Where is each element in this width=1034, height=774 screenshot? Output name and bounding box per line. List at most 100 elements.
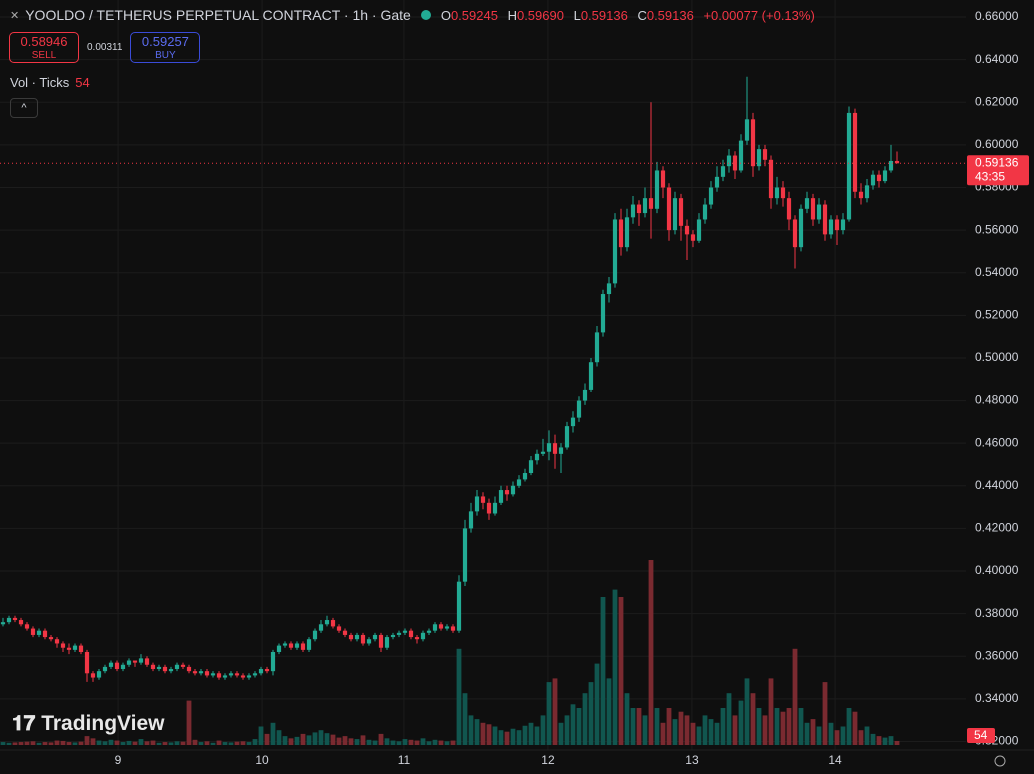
candle-body <box>840 219 846 231</box>
volume-bar <box>888 736 894 745</box>
candle-body <box>186 666 192 672</box>
volume-bar <box>78 741 84 745</box>
volume-bar <box>426 741 432 745</box>
candle-body <box>672 198 678 231</box>
volume-bar <box>678 711 684 745</box>
candle-body <box>660 170 666 188</box>
candle-body <box>888 160 894 171</box>
x-tick-label: 13 <box>685 753 699 767</box>
candle-body <box>762 149 768 160</box>
candle-body <box>312 630 318 640</box>
candle-body <box>876 174 882 182</box>
candle-body <box>168 669 174 672</box>
candle-body <box>786 198 792 220</box>
candle-body <box>126 660 132 665</box>
candle-body <box>444 626 450 629</box>
candle-body <box>408 630 414 638</box>
volume-bar <box>558 722 564 745</box>
candle-body <box>570 417 576 427</box>
y-tick-label: 0.34000 <box>975 691 1019 705</box>
candle-body <box>720 166 726 177</box>
symbol-icon: ✕ <box>10 9 20 22</box>
x-tick-label: 9 <box>115 753 122 767</box>
volume-bar <box>648 560 654 745</box>
volume-bar <box>594 663 600 745</box>
logo-mark: 𝟏𝟕 <box>12 712 42 735</box>
volume-bar <box>672 719 678 745</box>
volume-bar <box>510 728 516 745</box>
volume-value: 54 <box>75 75 90 90</box>
x-tick-label: 12 <box>541 753 555 767</box>
candle-body <box>372 634 378 640</box>
sell-label: SELL <box>31 50 57 61</box>
volume-bar <box>762 715 768 745</box>
candle-body <box>834 219 840 231</box>
candle-body <box>384 637 390 648</box>
candle-body <box>102 666 108 672</box>
ohlc: O0.59245 H0.59690 L0.59136 C0.59136 +0.0… <box>441 8 821 23</box>
volume-bar <box>120 742 126 745</box>
candle-body <box>402 630 408 633</box>
volume-bar <box>54 740 60 745</box>
volume-bar <box>324 733 330 745</box>
volume-bar <box>12 742 18 745</box>
volume-bar <box>114 740 120 745</box>
volume-bar <box>390 740 396 745</box>
candle-body <box>600 294 606 333</box>
collapse-button[interactable]: ^ <box>10 98 38 118</box>
candle-body <box>270 651 276 672</box>
candle-body <box>654 170 660 209</box>
volume-bar <box>438 740 444 745</box>
candle-body <box>702 204 708 220</box>
buy-price: 0.59257 <box>141 34 189 49</box>
candle-body <box>864 185 870 199</box>
candle-body <box>156 666 162 670</box>
candle-body <box>96 671 102 678</box>
volume-bar <box>486 724 492 745</box>
candle-body <box>636 204 642 214</box>
candle-body <box>30 628 36 635</box>
volume-bar <box>36 742 42 745</box>
volume-bar <box>126 740 132 745</box>
volume-bar <box>822 682 828 745</box>
candle-body <box>780 187 786 199</box>
sell-button[interactable]: 0.58946 SELL <box>9 32 79 63</box>
candle-body <box>420 632 426 640</box>
y-tick-label: 0.56000 <box>975 222 1019 236</box>
x-tick-label: 14 <box>828 753 842 767</box>
title: YOOLDO / TETHERUS PERPETUAL CONTRACT · 1… <box>25 7 411 23</box>
candle-body <box>90 673 96 678</box>
volume-bar <box>42 742 48 745</box>
y-tick-label: 0.48000 <box>975 393 1019 407</box>
volume-bar <box>18 742 24 745</box>
volume-bar <box>0 742 6 745</box>
candle-body <box>642 198 648 214</box>
candle-body <box>180 664 186 667</box>
y-tick-label: 0.54000 <box>975 265 1019 279</box>
volume-bar <box>6 742 12 745</box>
candle-body <box>162 666 168 672</box>
volume-bar <box>72 742 78 745</box>
volume-bar <box>540 715 546 745</box>
candle-body <box>798 208 804 248</box>
volume-bar <box>330 734 336 745</box>
candle-body <box>174 664 180 670</box>
volume-bar <box>702 715 708 745</box>
candle-body <box>354 634 360 640</box>
volume-bar <box>738 700 744 745</box>
volume-bar <box>228 742 234 745</box>
x-tick-label: 11 <box>398 753 411 767</box>
candle-body <box>534 453 540 461</box>
volume-bar <box>834 730 840 745</box>
candle-body <box>822 204 828 235</box>
volume-bar <box>684 715 690 745</box>
volume-title: Vol · Ticks <box>10 75 70 90</box>
volume-bar <box>666 708 672 745</box>
buy-button[interactable]: 0.59257 BUY <box>130 32 201 63</box>
volume-bar <box>144 741 150 745</box>
volume-bar <box>846 708 852 745</box>
volume-bar <box>828 722 834 745</box>
watermark-text: TradingView <box>41 712 165 735</box>
y-tick-label: 0.62000 <box>975 94 1019 108</box>
candle-body <box>318 624 324 631</box>
